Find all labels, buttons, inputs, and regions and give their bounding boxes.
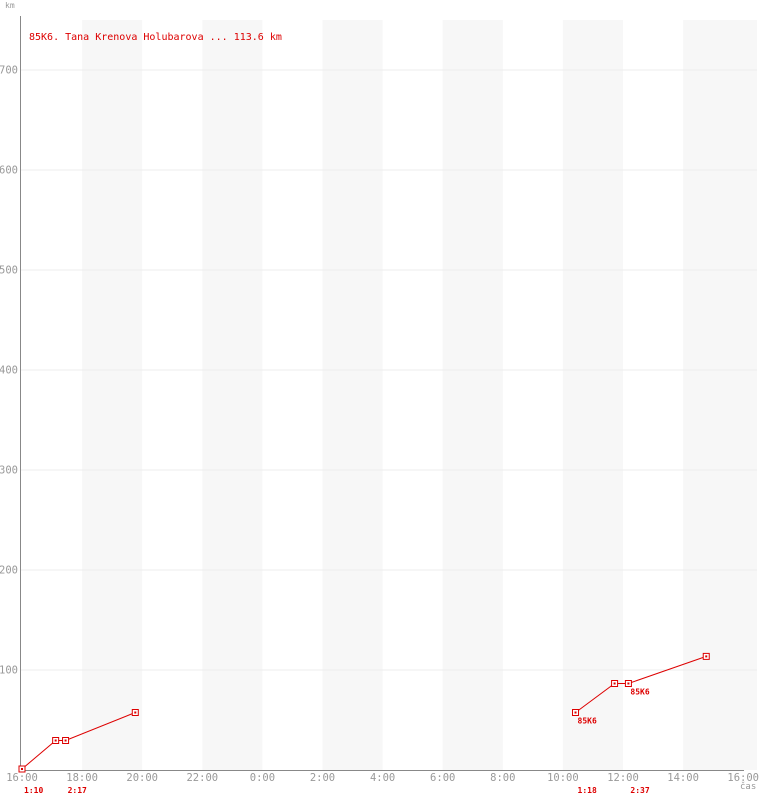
y-tick-label: 300 xyxy=(0,465,18,477)
y-axis-unit-label: km xyxy=(5,1,15,10)
data-point-marker-dot xyxy=(627,682,630,685)
shaded-time-band xyxy=(322,20,383,770)
y-tick-label: 200 xyxy=(0,565,18,577)
x-tick-label: 0:00 xyxy=(250,772,275,784)
x-tick-label: 16:00 xyxy=(727,772,759,784)
shaded-time-band xyxy=(202,20,263,770)
y-tick-label: 700 xyxy=(0,65,18,77)
x-tick-label: 6:00 xyxy=(430,772,455,784)
track-line-segment xyxy=(575,655,707,713)
data-point-marker-dot xyxy=(54,739,57,742)
shaded-time-band xyxy=(442,20,503,770)
y-tick-label: 500 xyxy=(0,265,18,277)
x-tick-label: 14:00 xyxy=(667,772,699,784)
data-point-marker-dot xyxy=(134,711,137,714)
leg-duration-label: 1:10 xyxy=(24,786,43,795)
x-tick-label: 8:00 xyxy=(490,772,515,784)
data-point-marker-dot xyxy=(705,655,708,658)
chart-title: 85K6. Tana Krenova Holubarova ... 113.6 … xyxy=(29,32,282,43)
data-point-marker-dot xyxy=(21,768,23,770)
x-tick-label: 22:00 xyxy=(186,772,218,784)
leg-duration-label: 2:37 xyxy=(630,786,649,795)
data-point-marker-dot xyxy=(64,739,67,742)
y-tick-label: 100 xyxy=(0,665,18,677)
x-tick-label: 16:00 xyxy=(6,772,38,784)
x-tick-label: 2:00 xyxy=(310,772,335,784)
shaded-time-band xyxy=(683,20,757,770)
point-bib-label: 85K6 xyxy=(630,688,649,697)
x-tick-label: 12:00 xyxy=(607,772,639,784)
x-tick-label: 20:00 xyxy=(126,772,158,784)
point-bib-label: 85K6 xyxy=(578,717,597,726)
data-point-marker-dot xyxy=(613,682,616,685)
shaded-time-band xyxy=(82,20,143,770)
y-tick-label: 600 xyxy=(0,165,18,177)
shaded-time-band xyxy=(562,20,623,770)
y-tick-label: 400 xyxy=(0,365,18,377)
x-axis-unit-label: čas xyxy=(740,782,757,792)
x-tick-label: 10:00 xyxy=(547,772,579,784)
leg-duration-label: 1:18 xyxy=(578,786,597,795)
leg-duration-label: 2:17 xyxy=(68,786,87,795)
data-point-marker-dot xyxy=(574,711,577,714)
x-tick-label: 4:00 xyxy=(370,772,395,784)
x-tick-label: 18:00 xyxy=(66,772,98,784)
track-line-segment xyxy=(21,712,136,770)
